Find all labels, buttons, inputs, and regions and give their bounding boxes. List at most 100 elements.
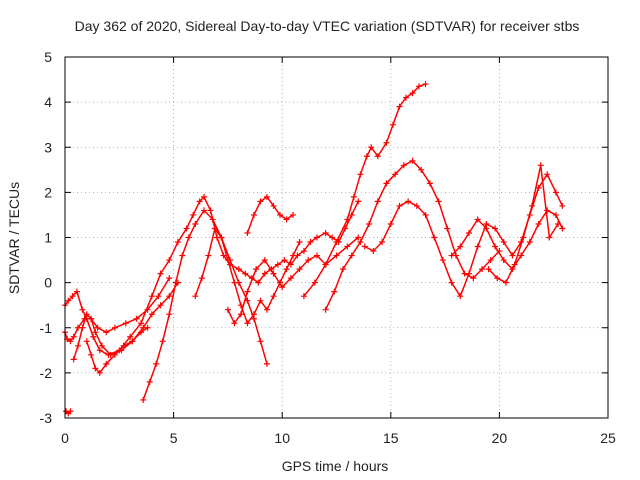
data-point <box>255 279 262 286</box>
data-point <box>368 144 375 151</box>
data-point <box>383 180 390 187</box>
data-point <box>277 211 284 218</box>
series-track-i <box>244 193 297 236</box>
data-point <box>274 261 281 268</box>
data-point <box>92 329 99 336</box>
data-point <box>350 193 357 200</box>
x-tick-label: 10 <box>274 430 290 446</box>
data-point <box>261 270 268 277</box>
data-point <box>120 342 127 349</box>
data-point <box>290 252 297 259</box>
data-point <box>183 225 190 232</box>
data-point <box>403 94 410 101</box>
data-point <box>231 320 238 327</box>
data-point <box>244 288 251 295</box>
data-point <box>207 207 214 214</box>
series-track-j <box>300 81 429 300</box>
data-point <box>559 225 566 232</box>
data-point <box>329 234 336 241</box>
data-point <box>253 266 260 273</box>
data-point <box>559 202 566 209</box>
y-tick-label: 3 <box>44 139 52 155</box>
data-point <box>198 275 205 282</box>
x-tick-label: 5 <box>170 430 178 446</box>
data-point <box>94 324 101 331</box>
data-point <box>283 216 290 223</box>
data-point <box>133 315 140 322</box>
data-point <box>331 288 338 295</box>
data-point <box>492 243 499 250</box>
series-track-f <box>140 207 270 403</box>
data-point <box>363 153 370 160</box>
data-point <box>98 342 105 349</box>
data-point <box>70 356 77 363</box>
data-point <box>537 162 544 169</box>
data-point <box>396 103 403 110</box>
data-point <box>333 239 340 246</box>
data-point <box>485 266 492 273</box>
data-point <box>479 266 486 273</box>
data-point <box>383 139 390 146</box>
data-point <box>88 351 95 358</box>
data-point <box>261 257 268 264</box>
data-point <box>492 225 499 232</box>
x-axis-label: GPS time / hours <box>282 458 389 474</box>
data-point <box>544 171 551 178</box>
data-point <box>244 320 251 327</box>
data-point <box>322 261 329 268</box>
data-point <box>355 198 362 205</box>
data-point <box>270 270 277 277</box>
data-point <box>555 220 562 227</box>
y-tick-label: -1 <box>40 320 53 336</box>
data-point <box>166 311 173 318</box>
data-point <box>439 257 446 264</box>
data-point <box>250 211 257 218</box>
data-point <box>159 338 166 345</box>
x-tick-label: 25 <box>600 430 616 446</box>
data-point <box>103 329 110 336</box>
data-point <box>311 279 318 286</box>
data-point <box>103 360 110 367</box>
data-point <box>474 216 481 223</box>
data-point <box>500 239 507 246</box>
data-point <box>322 229 329 236</box>
data-point <box>257 198 264 205</box>
data-point <box>448 252 455 259</box>
data-point <box>96 369 103 376</box>
data-point <box>357 171 364 178</box>
data-point <box>174 239 181 246</box>
data-point <box>196 198 203 205</box>
data-point <box>155 293 162 300</box>
data-point <box>416 83 423 90</box>
x-tick-label: 0 <box>61 430 69 446</box>
x-tick-labels: 0 5 10 15 20 25 <box>61 430 616 446</box>
data-point <box>122 320 129 327</box>
data-point <box>144 306 151 313</box>
data-point <box>67 338 74 345</box>
data-point <box>348 211 355 218</box>
data-point <box>500 257 507 264</box>
data-point <box>287 275 294 282</box>
data-point <box>422 211 429 218</box>
y-tick-label: -2 <box>40 365 53 381</box>
data-point <box>422 81 429 88</box>
data-point <box>370 248 377 255</box>
data-point <box>166 275 173 282</box>
data-point <box>220 252 227 259</box>
data-point <box>405 198 412 205</box>
data-point <box>211 225 218 232</box>
y-tick-label: 2 <box>44 184 52 200</box>
y-tick-labels: -3 -2 -1 0 1 2 3 4 5 <box>40 49 53 426</box>
data-point <box>426 180 433 187</box>
data-point <box>263 360 270 367</box>
data-point <box>157 270 164 277</box>
data-point <box>409 90 416 97</box>
data-point <box>528 202 535 209</box>
data-point <box>140 396 147 403</box>
data-point <box>520 234 527 241</box>
data-point <box>242 270 249 277</box>
data-point <box>344 216 351 223</box>
data-point <box>153 360 160 367</box>
data-point <box>355 234 362 241</box>
data-point <box>148 293 155 300</box>
